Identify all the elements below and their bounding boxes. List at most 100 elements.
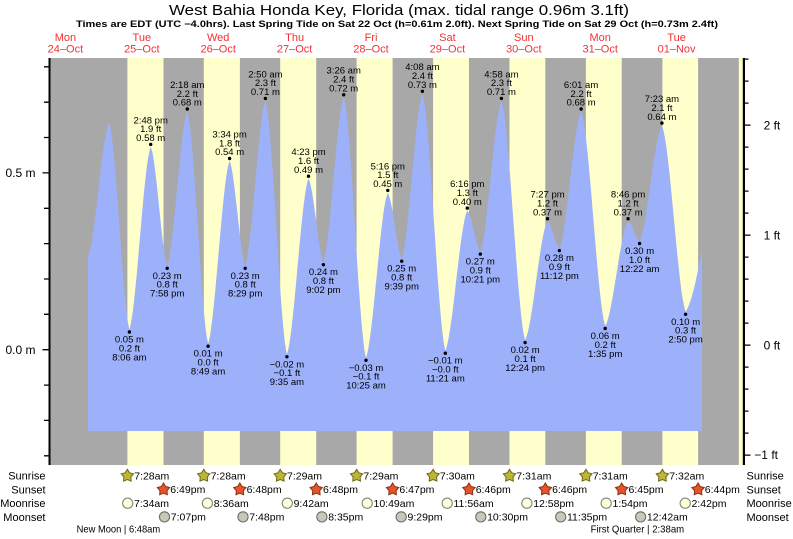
svg-text:−0.03 m: −0.03 m — [349, 363, 384, 374]
svg-text:2.3 ft: 2.3 ft — [491, 78, 512, 89]
svg-text:1.5 ft: 1.5 ft — [377, 170, 398, 181]
svg-text:9:39 pm: 9:39 pm — [385, 282, 419, 293]
svg-text:7:32am: 7:32am — [669, 471, 704, 483]
svg-text:2 ft: 2 ft — [764, 118, 781, 132]
svg-text:5:16 pm: 5:16 pm — [371, 161, 405, 172]
svg-text:28–Oct: 28–Oct — [353, 43, 388, 55]
svg-text:0.71 m: 0.71 m — [487, 87, 516, 98]
svg-text:0.0 m: 0.0 m — [5, 343, 35, 357]
svg-text:27–Oct: 27–Oct — [277, 43, 312, 55]
svg-text:0.58 m: 0.58 m — [136, 133, 165, 144]
svg-text:6:45pm: 6:45pm — [629, 484, 664, 496]
svg-text:1.2 ft: 1.2 ft — [537, 199, 558, 210]
svg-text:0.3 ft: 0.3 ft — [675, 326, 696, 337]
svg-text:2.2 ft: 2.2 ft — [177, 89, 198, 100]
svg-text:Times are EDT (UTC −4.0hrs). L: Times are EDT (UTC −4.0hrs). Last Spring… — [76, 19, 718, 29]
svg-text:4:58 am: 4:58 am — [484, 69, 518, 80]
svg-text:3:34 pm: 3:34 pm — [212, 129, 246, 140]
svg-text:1 ft: 1 ft — [764, 228, 781, 242]
svg-text:11:35pm: 11:35pm — [567, 512, 607, 524]
svg-text:11:56am: 11:56am — [454, 498, 494, 510]
svg-text:West Bahia Honda Key, Florida: West Bahia Honda Key, Florida (max. tida… — [169, 2, 629, 19]
svg-text:0.40 m: 0.40 m — [453, 197, 482, 208]
svg-text:31–Oct: 31–Oct — [582, 43, 617, 55]
svg-text:0.8 ft: 0.8 ft — [391, 273, 412, 284]
svg-text:Sunset: Sunset — [747, 484, 781, 496]
svg-text:0.24 m: 0.24 m — [309, 267, 338, 278]
svg-text:2.4 ft: 2.4 ft — [333, 75, 354, 86]
svg-text:6:01 am: 6:01 am — [564, 80, 598, 91]
svg-text:Moonset: Moonset — [747, 512, 789, 524]
svg-text:8:36am: 8:36am — [214, 498, 249, 510]
svg-text:4:08 am: 4:08 am — [405, 62, 439, 73]
svg-text:8:35pm: 8:35pm — [328, 512, 363, 524]
svg-text:7:23 am: 7:23 am — [645, 94, 679, 105]
svg-text:Sun: Sun — [514, 32, 534, 44]
svg-text:6:16 pm: 6:16 pm — [450, 179, 484, 190]
svg-text:10:49am: 10:49am — [374, 498, 415, 510]
svg-text:7:58 pm: 7:58 pm — [150, 289, 184, 300]
svg-text:0.8 ft: 0.8 ft — [235, 280, 256, 291]
svg-text:6:44pm: 6:44pm — [705, 484, 740, 496]
svg-text:11:21 am: 11:21 am — [426, 374, 465, 385]
svg-text:1.2 ft: 1.2 ft — [618, 199, 639, 210]
svg-text:Moonset: Moonset — [3, 512, 45, 524]
svg-text:30–Oct: 30–Oct — [506, 43, 541, 55]
svg-text:12:24 pm: 12:24 pm — [505, 363, 545, 374]
svg-text:0.9 ft: 0.9 ft — [470, 266, 491, 277]
svg-text:Sunset: Sunset — [11, 484, 45, 496]
svg-text:6:47pm: 6:47pm — [399, 484, 434, 496]
svg-text:26–Oct: 26–Oct — [200, 43, 235, 55]
svg-text:8:49 am: 8:49 am — [191, 367, 225, 378]
svg-text:9:02 pm: 9:02 pm — [306, 285, 340, 296]
svg-text:0.54 m: 0.54 m — [215, 147, 244, 158]
svg-text:2.4 ft: 2.4 ft — [412, 71, 433, 82]
svg-text:0.68 m: 0.68 m — [173, 98, 202, 109]
svg-text:Mon: Mon — [589, 32, 610, 44]
svg-text:2.1 ft: 2.1 ft — [651, 103, 672, 114]
svg-text:9:42am: 9:42am — [294, 498, 329, 510]
svg-text:12:42am: 12:42am — [647, 512, 688, 524]
svg-text:10:21 pm: 10:21 pm — [460, 274, 500, 285]
svg-text:10:30pm: 10:30pm — [487, 512, 528, 524]
svg-text:0.64 m: 0.64 m — [647, 112, 676, 123]
svg-text:7:31am: 7:31am — [593, 471, 628, 483]
svg-text:29–Oct: 29–Oct — [430, 43, 465, 55]
svg-text:0.72 m: 0.72 m — [329, 84, 358, 95]
svg-text:2.3 ft: 2.3 ft — [255, 78, 276, 89]
svg-text:1.9 ft: 1.9 ft — [140, 124, 161, 135]
svg-text:0.37 m: 0.37 m — [533, 207, 562, 218]
svg-text:0.9 ft: 0.9 ft — [549, 262, 570, 273]
svg-text:1:54pm: 1:54pm — [613, 498, 648, 510]
svg-text:0.2 ft: 0.2 ft — [119, 343, 140, 354]
svg-text:0.37 m: 0.37 m — [614, 207, 643, 218]
svg-text:0.10 m: 0.10 m — [671, 317, 700, 328]
svg-text:1.3 ft: 1.3 ft — [457, 188, 478, 199]
svg-text:8:06 am: 8:06 am — [112, 352, 146, 363]
svg-text:0.23 m: 0.23 m — [153, 271, 182, 282]
svg-text:−1 ft: −1 ft — [754, 448, 778, 462]
svg-text:Tue: Tue — [133, 32, 152, 44]
svg-text:0.27 m: 0.27 m — [466, 257, 495, 268]
svg-text:12:58pm: 12:58pm — [533, 498, 574, 510]
svg-text:1.6 ft: 1.6 ft — [298, 156, 319, 167]
svg-text:9:29pm: 9:29pm — [408, 512, 443, 524]
svg-text:0.02 m: 0.02 m — [511, 345, 540, 356]
svg-text:24–Oct: 24–Oct — [48, 43, 83, 55]
svg-text:7:34am: 7:34am — [134, 498, 169, 510]
svg-text:0.71 m: 0.71 m — [251, 87, 280, 98]
svg-text:1.0 ft: 1.0 ft — [629, 255, 650, 266]
svg-text:0.1 ft: 0.1 ft — [515, 354, 536, 365]
svg-text:2:50 pm: 2:50 pm — [668, 335, 702, 346]
svg-text:6:46pm: 6:46pm — [476, 484, 511, 496]
svg-text:7:28am: 7:28am — [134, 471, 169, 483]
svg-text:Sunrise: Sunrise — [747, 471, 784, 483]
svg-text:−0.1 ft: −0.1 ft — [353, 372, 380, 383]
svg-text:7:31am: 7:31am — [516, 471, 551, 483]
svg-text:25–Oct: 25–Oct — [124, 43, 159, 55]
svg-text:0.0 ft: 0.0 ft — [198, 358, 219, 369]
svg-text:Thu: Thu — [285, 32, 304, 44]
svg-text:0.49 m: 0.49 m — [294, 165, 323, 176]
svg-text:0.2 ft: 0.2 ft — [595, 340, 616, 351]
svg-text:12:22 am: 12:22 am — [620, 264, 660, 275]
